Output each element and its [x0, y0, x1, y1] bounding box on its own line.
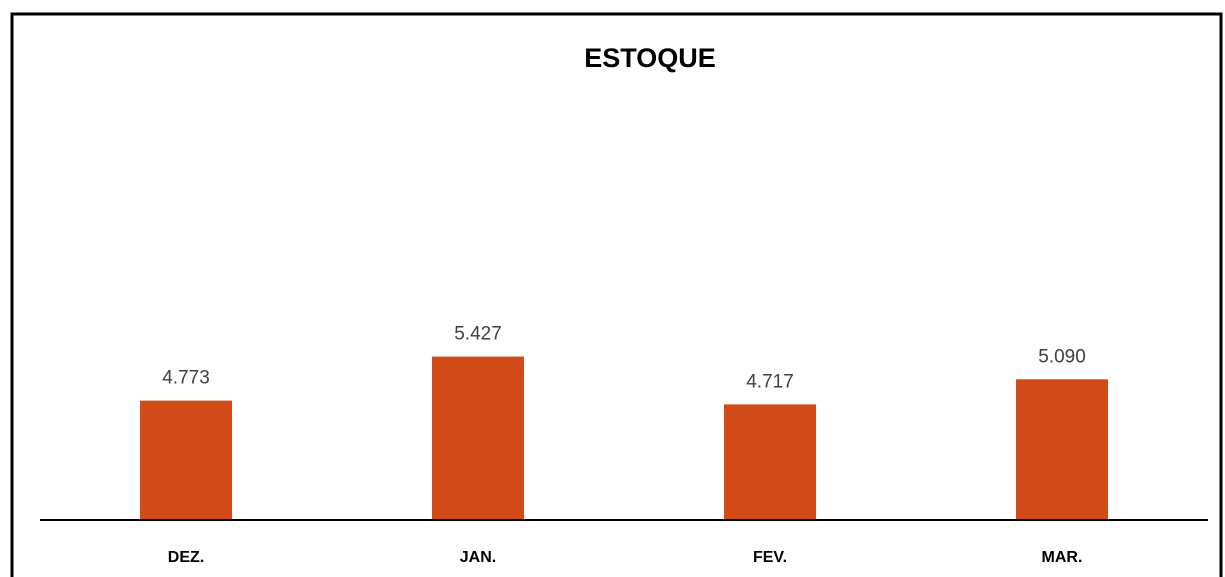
x-tick-label: MAR. — [1042, 549, 1083, 566]
value-label: 4.717 — [746, 371, 794, 392]
x-tick-label: FEV. — [753, 549, 787, 566]
value-label: 5.427 — [454, 324, 502, 345]
x-tick-label: JAN. — [460, 549, 496, 566]
x-tick-label: DEZ. — [168, 549, 204, 566]
bar — [432, 356, 524, 520]
value-label: 5.090 — [1038, 346, 1086, 367]
bar — [140, 400, 232, 520]
bar — [724, 404, 816, 520]
value-label: 4.773 — [162, 368, 210, 389]
bar — [1016, 379, 1108, 520]
chart-frame — [10, 12, 1223, 577]
chart-title: ESTOQUE — [584, 43, 716, 73]
